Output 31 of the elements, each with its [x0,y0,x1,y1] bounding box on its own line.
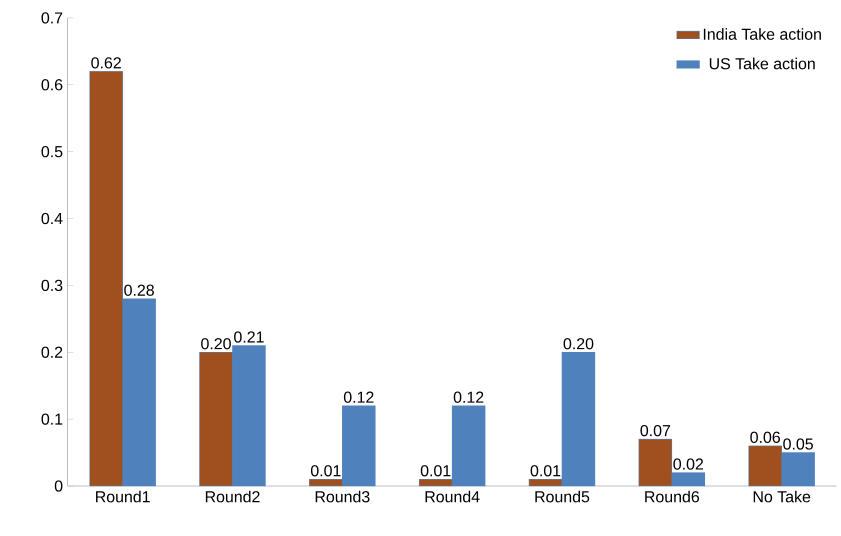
y-tick-label: 0.2 [42,346,62,358]
x-tick-label: Round4 [426,490,480,502]
data-label: 0.21 [234,331,264,343]
y-tick-label: 0.6 [42,79,62,91]
data-label: 0.05 [783,438,813,450]
data-label: 0.01 [420,465,450,476]
y-tick-label: 0.3 [42,280,62,292]
y-tick-label: 0.5 [42,146,62,158]
x-tick-label: Round5 [535,490,590,502]
data-label: 0.12 [344,392,374,403]
legend-label: US Take action [710,58,815,70]
x-tick-label: Round1 [96,490,150,502]
data-label: 0.28 [124,284,154,296]
y-tick-label: 0.4 [42,212,63,224]
data-label: 0.01 [310,465,341,476]
data-label: 0.20 [201,338,231,350]
x-tick-label: Round2 [206,490,260,502]
x-tick-label: No Take [754,490,810,502]
data-label: 0.62 [91,57,121,69]
y-tick-label: 0.1 [42,414,62,425]
data-label: 0.02 [673,458,703,470]
y-tick-label: 0.7 [42,12,62,24]
data-label: 0.01 [530,465,560,476]
data-label: 0.12 [454,392,484,403]
data-label: 0.07 [640,425,670,436]
y-tick-label: 0 [54,480,62,492]
x-tick-label: Round6 [645,490,700,502]
data-label: 0.20 [564,338,594,350]
legend-label: India Take action [704,28,821,40]
x-tick-label: Round3 [316,490,370,502]
data-label: 0.06 [750,432,780,444]
